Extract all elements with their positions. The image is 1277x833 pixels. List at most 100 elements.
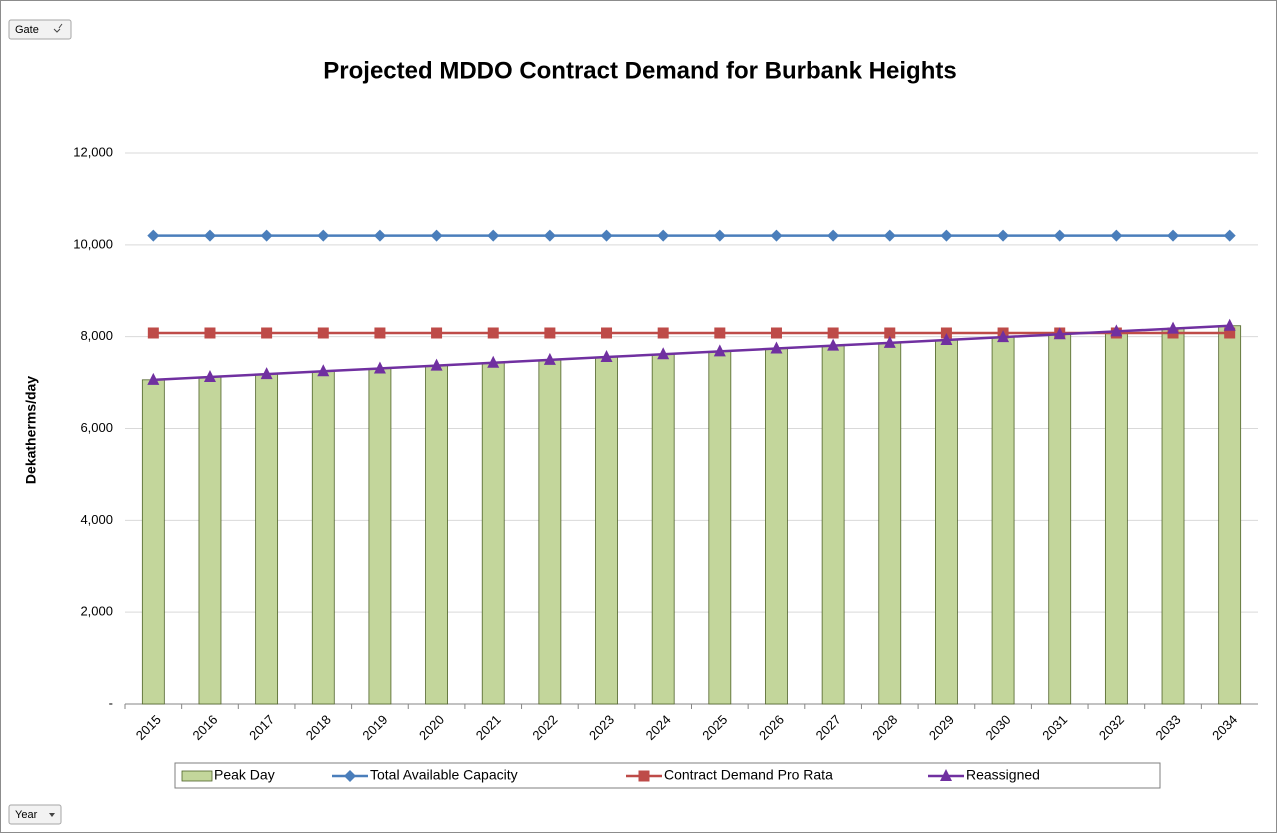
marker xyxy=(543,229,556,242)
marker xyxy=(827,338,840,351)
marker xyxy=(600,350,613,363)
bar xyxy=(765,348,788,705)
bar xyxy=(1218,325,1242,705)
marker xyxy=(1223,318,1236,331)
marker xyxy=(261,327,273,339)
button-label[interactable]: Year xyxy=(15,809,38,821)
button-label[interactable]: Gate xyxy=(15,24,39,36)
marker xyxy=(657,347,670,360)
marker xyxy=(770,341,783,354)
legend-marker xyxy=(344,770,356,782)
marker xyxy=(1167,229,1180,242)
legend-label: Contract Demand Pro Rata xyxy=(664,767,833,783)
marker xyxy=(713,344,726,357)
legend-marker xyxy=(638,770,650,782)
marker xyxy=(147,229,160,242)
marker xyxy=(431,327,443,339)
marker xyxy=(430,229,443,242)
bar xyxy=(481,362,505,705)
marker xyxy=(203,369,216,382)
marker xyxy=(487,229,500,242)
marker xyxy=(883,229,896,242)
bar xyxy=(991,336,1015,705)
bar xyxy=(821,345,845,705)
marker xyxy=(714,327,726,339)
y-tick-label: 2,000 xyxy=(80,604,113,619)
dropdown-icon[interactable] xyxy=(49,813,55,817)
bar xyxy=(651,353,675,705)
marker xyxy=(204,327,216,339)
bar xyxy=(595,356,618,705)
chart-title: Projected MDDO Contract Demand for Burba… xyxy=(323,57,956,84)
y-tick-label: 8,000 xyxy=(80,328,113,343)
marker xyxy=(543,352,556,365)
marker xyxy=(770,327,782,339)
marker xyxy=(1053,327,1066,340)
marker xyxy=(260,367,273,380)
marker xyxy=(260,229,273,242)
bar xyxy=(255,373,279,705)
marker xyxy=(884,327,896,339)
y-tick-label: 4,000 xyxy=(80,512,113,527)
marker xyxy=(997,330,1010,343)
marker xyxy=(601,327,613,339)
legend-label: Peak Day xyxy=(214,767,275,783)
marker xyxy=(940,332,953,345)
marker xyxy=(1223,229,1236,242)
marker xyxy=(374,327,386,339)
bar xyxy=(538,359,562,705)
marker xyxy=(317,364,330,377)
bar xyxy=(1161,328,1185,705)
line xyxy=(153,324,1230,382)
bar xyxy=(425,365,448,705)
marker xyxy=(1167,321,1180,334)
button-frame[interactable] xyxy=(8,19,72,40)
legend-swatch xyxy=(181,770,213,782)
marker xyxy=(203,229,216,242)
marker xyxy=(317,229,330,242)
bar xyxy=(708,350,732,705)
marker xyxy=(827,327,839,339)
marker xyxy=(1053,229,1066,242)
marker xyxy=(657,327,669,339)
legend-marker xyxy=(940,769,952,781)
marker xyxy=(997,229,1010,242)
bar xyxy=(198,376,222,705)
y-tick-label: 6,000 xyxy=(80,420,113,435)
marker xyxy=(883,335,896,348)
marker xyxy=(373,361,386,374)
marker xyxy=(1110,324,1123,337)
marker xyxy=(147,327,159,339)
marker xyxy=(770,229,783,242)
bar xyxy=(1048,333,1072,705)
marker xyxy=(317,327,329,339)
marker xyxy=(1110,229,1123,242)
marker xyxy=(544,327,556,339)
marker xyxy=(657,229,670,242)
marker xyxy=(1224,327,1236,339)
legend-label: Total Available Capacity xyxy=(370,767,518,783)
legend-label: Reassigned xyxy=(966,767,1040,783)
gate-button[interactable]: Gate xyxy=(8,19,72,40)
bar xyxy=(141,379,165,705)
marker xyxy=(430,358,443,371)
marker xyxy=(827,229,840,242)
marker xyxy=(940,229,953,242)
filter-icon[interactable] xyxy=(53,23,63,33)
marker xyxy=(147,372,160,385)
bar xyxy=(368,368,392,705)
y-axis-label: Dekatherms/day xyxy=(23,376,39,484)
year-button[interactable]: Year xyxy=(8,804,62,825)
marker xyxy=(713,229,726,242)
marker xyxy=(487,327,499,339)
marker xyxy=(487,355,500,368)
marker xyxy=(373,229,386,242)
bar xyxy=(935,339,958,705)
button-frame[interactable] xyxy=(8,804,62,825)
marker xyxy=(600,229,613,242)
bar xyxy=(311,370,335,705)
y-tick-label: 10,000 xyxy=(73,236,113,251)
bar xyxy=(1104,331,1128,705)
bar xyxy=(878,342,902,705)
